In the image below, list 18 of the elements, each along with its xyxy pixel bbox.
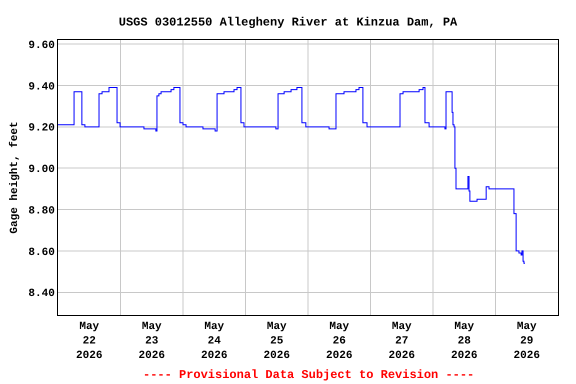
y-axis-title: Gage height, feet (8, 121, 22, 234)
x-tick-label: May 26 2026 (326, 321, 352, 362)
y-tick-label: 9.60 (28, 40, 55, 52)
y-tick-label: 9.00 (28, 164, 55, 176)
y-tick-label: 8.40 (28, 288, 55, 300)
x-tick-label: May 23 2026 (138, 321, 165, 362)
y-tick-label: 8.80 (28, 205, 55, 218)
y-tick-label: 9.20 (28, 122, 55, 135)
x-tick-label: May 28 2026 (451, 321, 478, 362)
x-tick-label: May 24 2026 (201, 321, 228, 362)
y-tick-label: 8.60 (28, 246, 55, 259)
x-tick-label: May 25 2026 (264, 321, 290, 362)
x-tick-label: May 27 2026 (388, 321, 415, 362)
y-tick-label: 9.40 (28, 81, 55, 94)
chart-title: USGS 03012550 Allegheny River at Kinzua Dam, PA (118, 16, 458, 30)
x-tick-label: May 22 2026 (76, 321, 102, 362)
text: ---- Provisional Data Subject to Revision ---- (143, 368, 474, 382)
x-tick-label: May 29 2026 (514, 321, 540, 362)
